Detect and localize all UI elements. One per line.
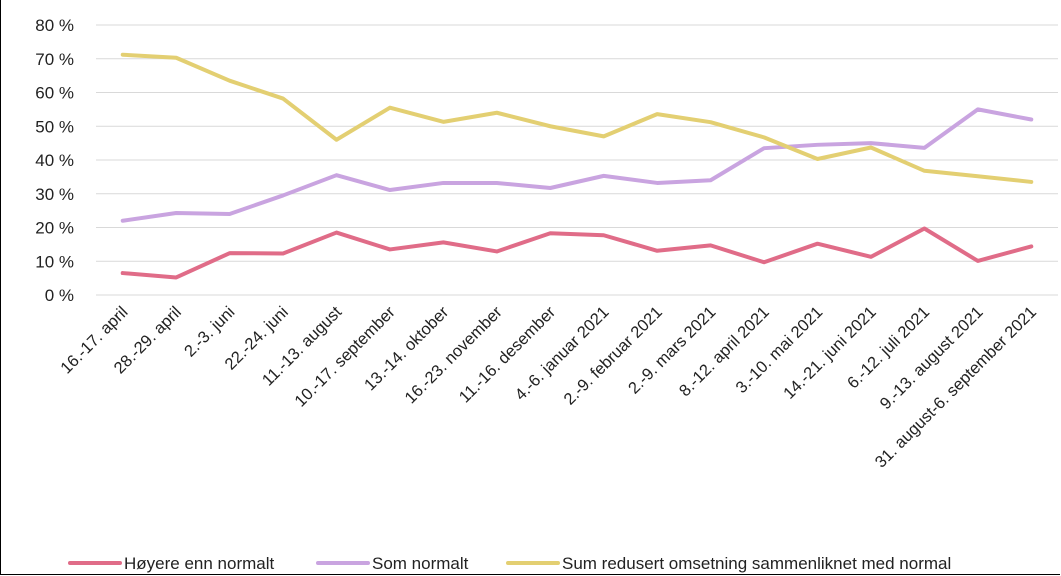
y-tick-label: 20 % xyxy=(35,219,74,238)
x-tick-label: 9.-13. august 2021 xyxy=(877,303,987,413)
y-tick-label: 30 % xyxy=(35,185,74,204)
y-tick-label: 10 % xyxy=(35,252,74,271)
y-axis-ticks: 0 % 10 % 20 % 30 % 40 % 50 % 60 % 70 % 80 % xyxy=(35,16,74,305)
y-tick-label: 40 % xyxy=(35,151,74,170)
x-tick-label: 11.-16. desember xyxy=(456,303,560,407)
x-tick-label: 10.-17. september xyxy=(291,303,399,411)
legend: Høyere enn normalt Som normalt Sum reduser… xyxy=(68,554,951,573)
legend-label: Som normalt xyxy=(372,554,469,573)
x-tick-label: 14.-21. juni 2021 xyxy=(780,303,880,403)
x-tick-label: 4.-6. januar 2021 xyxy=(512,303,613,404)
series-lines xyxy=(120,52,1034,280)
y-tick-label: 70 % xyxy=(35,50,74,69)
x-tick-label: 16.-23. november xyxy=(401,303,506,408)
y-tick-label: 60 % xyxy=(35,84,74,103)
y-tick-label: 80 % xyxy=(35,16,74,35)
series-line-0 xyxy=(120,226,1034,280)
y-tick-label: 50 % xyxy=(35,117,74,136)
y-tick-label: 0 % xyxy=(45,286,74,305)
x-tick-label: 8.-12. april 2021 xyxy=(676,303,773,400)
legend-label: Høyere enn normalt xyxy=(124,554,275,573)
series-line-1 xyxy=(120,107,1034,223)
legend-label: Sum redusert omsetning sammenliknet med … xyxy=(562,554,951,573)
x-tick-label: 2.-9. februar 2021 xyxy=(561,303,666,408)
series-line-2 xyxy=(120,52,1034,184)
